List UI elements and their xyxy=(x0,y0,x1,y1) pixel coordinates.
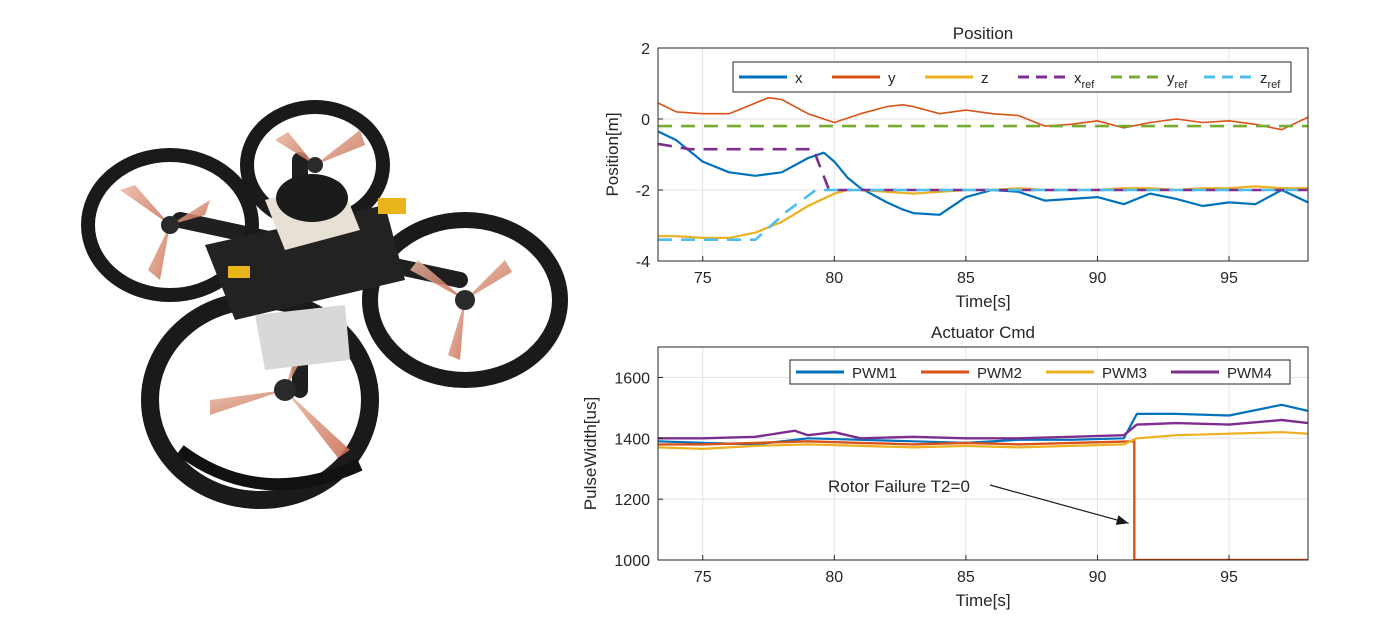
x-axis-label: Time[s] xyxy=(955,292,1010,311)
quadrotor-drone-photo xyxy=(81,100,568,509)
x-tick-label-1: 80 xyxy=(825,569,843,586)
x-tick-label-1: 80 xyxy=(825,270,843,287)
y-axis-label: PulseWidth[us] xyxy=(581,397,600,510)
x-tick-label-3: 90 xyxy=(1089,270,1107,287)
y-tick-label-3: 1600 xyxy=(614,370,650,387)
x-tick-label-2: 85 xyxy=(957,270,975,287)
annotation-arrow-head xyxy=(1115,515,1129,525)
legend-label-y: y xyxy=(888,70,896,87)
y-axis-label: Position[m] xyxy=(603,112,622,196)
motor-hubs xyxy=(161,157,475,401)
x-tick-label-0: 75 xyxy=(694,569,712,586)
series-line-x xyxy=(658,130,1308,216)
chart-title: Actuator Cmd xyxy=(931,323,1035,342)
x-tick-label-0: 75 xyxy=(694,270,712,287)
axes-frame xyxy=(657,346,1309,561)
legend-label-PWM2: PWM2 xyxy=(977,365,1022,382)
y-tick-label-3: 2 xyxy=(641,41,650,58)
y-tick-label-0: 1000 xyxy=(614,553,650,570)
annotation-arrow-line xyxy=(989,484,1129,524)
series-group xyxy=(658,403,1308,560)
axes-frame xyxy=(657,47,1309,262)
legend-label-PWM1: PWM1 xyxy=(852,365,897,382)
series-line-PWM4 xyxy=(658,418,1308,440)
legend-label-PWM3: PWM3 xyxy=(1102,365,1147,382)
x-tick-label-4: 95 xyxy=(1220,569,1238,586)
series-group xyxy=(658,96,1308,241)
x-tick-label-3: 90 xyxy=(1089,569,1107,586)
legend: PWM1 PWM2 PWM3 PWM4 xyxy=(789,359,1291,385)
chart-0: 75 80 85 90 95 -4 -2 0 2 Position Time[s] Position[… xyxy=(603,24,1309,311)
legend-box xyxy=(732,61,1292,93)
legend: x y z xref yref zref xyxy=(732,61,1292,93)
series-line-z_ref xyxy=(658,188,1308,241)
chart-title: Position xyxy=(953,24,1013,43)
series-line-y xyxy=(658,96,1308,131)
y-tick-label-2: 0 xyxy=(641,112,650,129)
rotor-failure-annotation: Rotor Failure T2=0 xyxy=(828,477,970,496)
x-tick-label-4: 95 xyxy=(1220,270,1238,287)
series-line-PWM3 xyxy=(658,431,1308,450)
center-body xyxy=(205,174,406,370)
chart-1: 75 80 85 90 95 1000 1200 1400 1600 Actuator Cmd Ti… xyxy=(581,323,1309,610)
legend-label-PWM4: PWM4 xyxy=(1227,365,1272,382)
y-tick-label-1: 1200 xyxy=(614,492,650,509)
y-tick-label-0: -4 xyxy=(636,254,650,271)
series-line-PWM2 xyxy=(658,440,1308,560)
y-tick-label-2: 1400 xyxy=(614,431,650,448)
y-tick-label-1: -2 xyxy=(636,183,650,200)
legend-label-x: x xyxy=(795,70,803,87)
landing-skirt xyxy=(176,445,363,491)
legend-label-z: z xyxy=(981,70,989,87)
x-axis-label: Time[s] xyxy=(955,591,1010,610)
x-tick-label-2: 85 xyxy=(957,569,975,586)
